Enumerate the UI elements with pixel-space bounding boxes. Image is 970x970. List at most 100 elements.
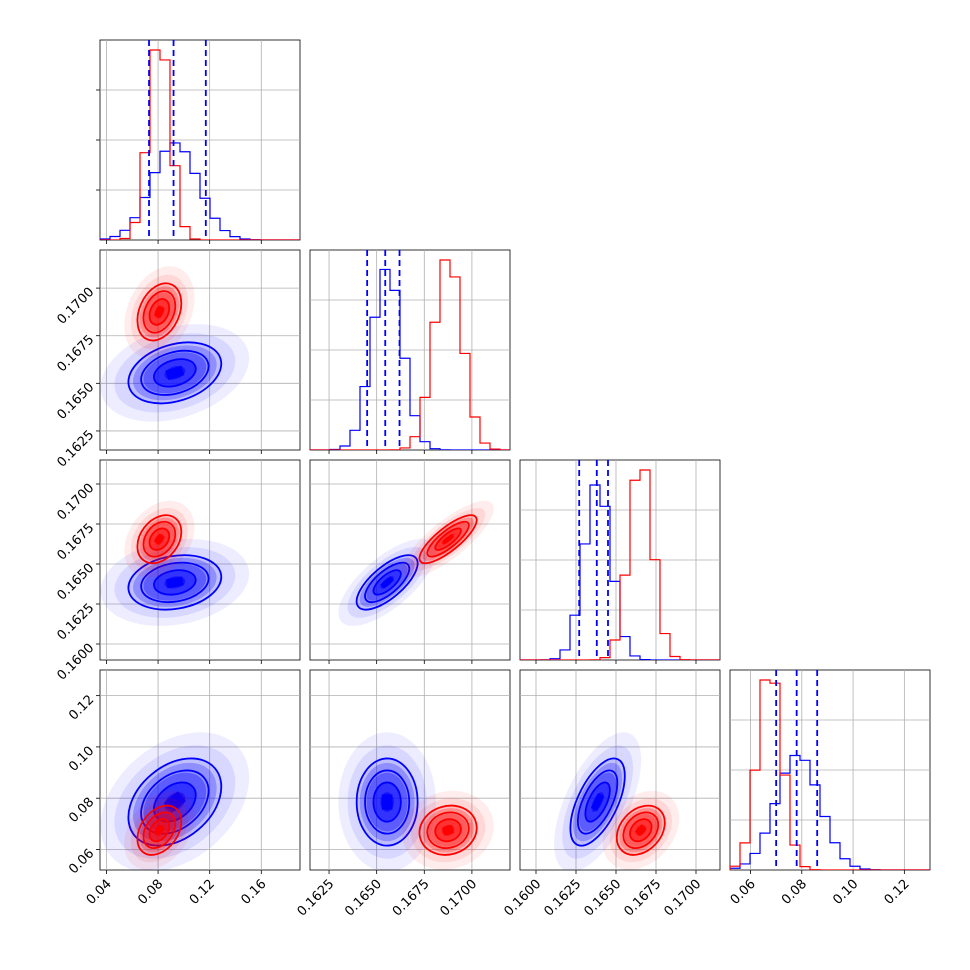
histogram-series-2: [730, 679, 930, 870]
y-tick-label: 0.1600: [55, 641, 98, 684]
contour-line: [136, 804, 183, 856]
y-tick-label: 0.1675: [55, 332, 98, 375]
contour-line: [418, 514, 478, 565]
histogram-panel-1: [96, 39, 301, 244]
contour-line: [355, 554, 419, 611]
density-peak: [153, 533, 165, 545]
contour-line: [136, 282, 183, 342]
y-tick-label: 0.1625: [55, 601, 98, 644]
x-tick-label: 0.1675: [622, 877, 665, 920]
scatter-panel-3-2: [309, 459, 511, 664]
scatter-panel-2-1: [96, 249, 301, 454]
density-series-2: [602, 790, 680, 870]
density-series-2: [124, 266, 195, 358]
contour-line: [153, 781, 197, 823]
x-tick-label: 0.1675: [390, 877, 433, 920]
y-tick-label: 0.1675: [55, 521, 98, 564]
contour-line: [127, 757, 223, 847]
y-tick-label: 0.10: [66, 744, 97, 775]
density-peak: [442, 824, 455, 836]
density-series-1: [100, 538, 250, 626]
contour-line: [148, 818, 171, 843]
scatter-panel-4-2: [309, 669, 511, 874]
y-tick-label: 0.1700: [55, 481, 98, 524]
density-peak: [165, 576, 184, 589]
histogram-panel-2: [309, 249, 511, 454]
x-tick-label: 0.12: [882, 877, 913, 908]
contour-line: [426, 520, 470, 558]
density-series-2: [124, 500, 195, 578]
contour-line: [140, 349, 210, 396]
contour-line: [142, 811, 177, 850]
contour-line: [355, 757, 419, 847]
contour-line: [364, 769, 411, 835]
scatter-panel-3-1: [96, 459, 301, 664]
scatter-panel-4-3: [519, 669, 721, 874]
x-tick-label: 0.1700: [437, 877, 480, 920]
y-tick-label: 0.1650: [55, 561, 98, 604]
density-peak: [154, 305, 165, 319]
x-tick-label: 0.10: [830, 877, 861, 908]
x-tick-label: 0.1625: [295, 877, 338, 920]
contour-line: [148, 527, 171, 551]
density-series-1: [554, 732, 642, 870]
contour-line: [615, 804, 666, 856]
density-peak: [634, 824, 647, 837]
contour-line: [576, 769, 619, 835]
density-peak: [153, 824, 165, 837]
scatter-panel-4-1: [96, 669, 301, 874]
x-tick-label: 0.1700: [662, 877, 705, 920]
x-tick-label: 0.04: [84, 877, 115, 908]
contour-line: [148, 298, 171, 326]
x-tick-label: 0.06: [728, 877, 759, 908]
density-peak: [590, 793, 605, 812]
y-tick-label: 0.1700: [55, 285, 98, 328]
gridlines: [100, 40, 300, 240]
contour-line: [372, 781, 402, 823]
contour-line: [153, 358, 197, 388]
density-peak: [163, 791, 186, 813]
x-tick-label: 0.1625: [542, 877, 585, 920]
contour-line: [426, 811, 470, 850]
density-series-1: [338, 732, 436, 870]
y-tick-label: 0.08: [66, 795, 97, 826]
gridlines: [310, 670, 510, 870]
histogram-series-2: [310, 259, 510, 450]
histogram-panel-3: [519, 459, 721, 664]
density-peak: [441, 533, 455, 545]
contour-line: [140, 561, 210, 604]
y-tick-label: 0.12: [66, 692, 97, 723]
contour-line: [434, 818, 462, 843]
density-series-2: [124, 790, 195, 870]
density-series-1: [338, 538, 436, 626]
contour-line: [622, 811, 660, 850]
x-tick-label: 0.08: [135, 877, 166, 908]
x-tick-label: 0.12: [187, 877, 218, 908]
gridlines: [100, 460, 300, 660]
gridlines: [310, 250, 510, 450]
panels-layer: [96, 39, 931, 874]
x-tick-label: 0.08: [779, 877, 810, 908]
y-tick-label: 0.1650: [55, 380, 98, 423]
contour-line: [142, 520, 177, 558]
contour-line: [136, 514, 183, 565]
x-tick-label: 0.1600: [502, 877, 545, 920]
density-series-2: [402, 790, 494, 870]
density-peak: [381, 794, 393, 810]
contour-line: [372, 569, 402, 596]
histogram-series-2: [520, 469, 720, 660]
contour-line: [142, 290, 177, 334]
contour-line: [569, 757, 626, 847]
density-peak: [165, 365, 185, 381]
x-tick-label: 0.1650: [582, 877, 625, 920]
contour-line: [364, 561, 411, 604]
histogram-series-2: [100, 49, 300, 240]
y-tick-label: 0.06: [66, 846, 97, 877]
contour-line: [418, 804, 478, 856]
density-series-2: [402, 500, 494, 578]
gridlines: [100, 250, 300, 450]
contour-line: [127, 341, 223, 405]
contour-line: [629, 818, 653, 843]
histogram-panel-4: [729, 669, 931, 874]
